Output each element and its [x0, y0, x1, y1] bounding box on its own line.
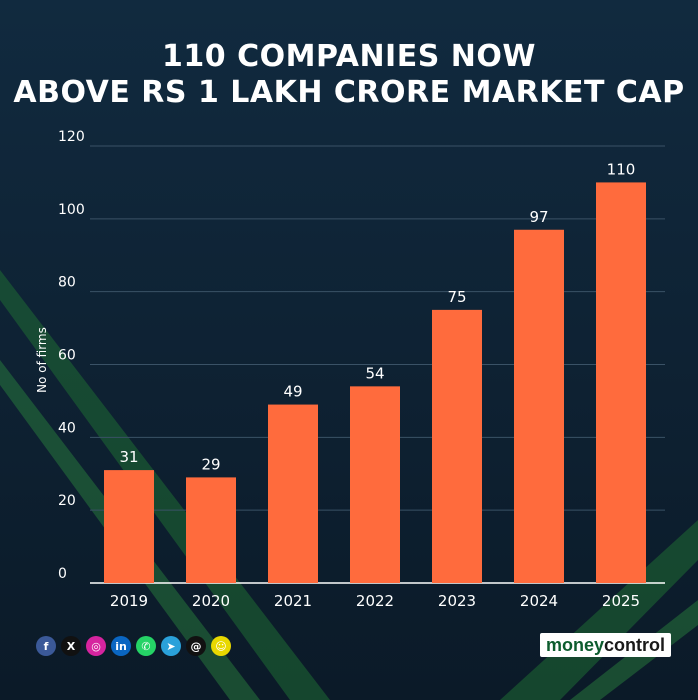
y-tick-label: 80 [58, 275, 76, 291]
chart-title-line-2: ABOVE RS 1 LAKH CRORE MARKET CAP [13, 75, 685, 110]
x-tick-label: 2025 [602, 592, 640, 610]
y-tick-label: 120 [58, 129, 85, 145]
bar [186, 477, 236, 583]
y-tick-label: 60 [58, 348, 76, 364]
social-icons: f X ◎ in ✆ ➤ @ ☺ [36, 636, 231, 656]
x-tick-label: 2020 [192, 592, 230, 610]
x-tick-label: 2024 [520, 592, 558, 610]
facebook-icon[interactable]: f [36, 636, 56, 656]
threads-icon[interactable]: @ [186, 636, 206, 656]
x-icon[interactable]: X [61, 636, 81, 656]
data-label: 54 [365, 364, 384, 382]
y-tick-label: 20 [58, 493, 76, 509]
data-label: 29 [201, 455, 220, 473]
data-label: 31 [119, 448, 138, 466]
y-tick-label: 100 [58, 202, 85, 218]
bar [104, 470, 154, 583]
chart-title-line-1: 110 COMPANIES NOW [162, 39, 536, 74]
telegram-icon[interactable]: ➤ [161, 636, 181, 656]
linkedin-icon[interactable]: in [111, 636, 131, 656]
data-label: 110 [607, 160, 636, 178]
bar [596, 182, 646, 583]
y-tick-label: 0 [58, 566, 67, 582]
bar [268, 404, 318, 583]
bar [432, 309, 482, 583]
data-label: 49 [283, 383, 302, 401]
x-tick-label: 2022 [356, 592, 394, 610]
brand-part-2: control [604, 634, 666, 655]
x-tick-label: 2021 [274, 592, 312, 610]
bar [514, 229, 564, 583]
data-label: 75 [447, 288, 466, 306]
whatsapp-icon[interactable]: ✆ [136, 636, 156, 656]
brand-part-1: money [546, 634, 605, 655]
x-tick-label: 2023 [438, 592, 476, 610]
data-label: 97 [529, 208, 548, 226]
bar [350, 386, 400, 583]
x-tick-label: 2019 [110, 592, 148, 610]
instagram-icon[interactable]: ◎ [86, 636, 106, 656]
y-axis-label: No of firms [35, 327, 49, 393]
brand-logo: money control [540, 633, 672, 657]
snapchat-icon[interactable]: ☺ [211, 636, 231, 656]
y-tick-label: 40 [58, 420, 76, 436]
